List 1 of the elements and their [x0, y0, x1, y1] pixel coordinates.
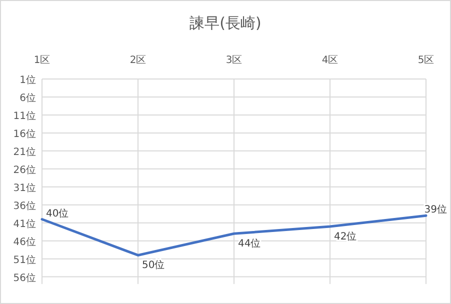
title: 諫早(長崎) — [190, 14, 262, 32]
